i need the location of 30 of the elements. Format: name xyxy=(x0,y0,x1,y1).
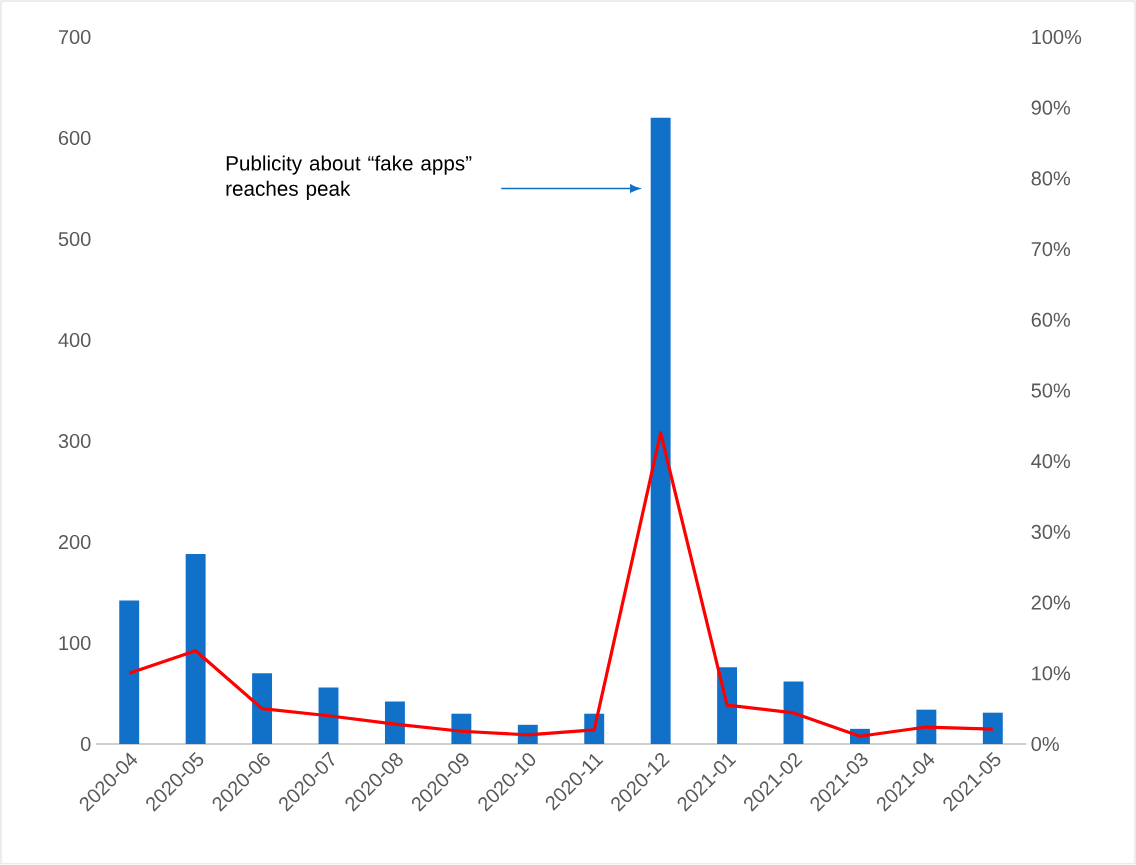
bar xyxy=(252,673,273,744)
y-tick-label: 300 xyxy=(58,433,91,449)
y2-tick-label: 70% xyxy=(1031,242,1071,257)
y2-tick-label: 100% xyxy=(1032,29,1082,45)
y2-tick-label: 80% xyxy=(1031,171,1071,186)
y-tick-label: 400 xyxy=(58,332,91,348)
bar xyxy=(119,600,140,744)
y-tick-label: 500 xyxy=(58,231,91,247)
y2-tick-label: 40% xyxy=(1031,454,1071,469)
y-tick-label: 700 xyxy=(58,29,91,45)
bar xyxy=(384,701,405,744)
bar xyxy=(783,681,804,744)
annotation: Publicity about “fake apps” reaches peak xyxy=(226,155,472,201)
bar xyxy=(185,554,206,744)
y2-tick-label: 50% xyxy=(1031,383,1071,398)
line-series xyxy=(127,431,995,738)
y-tick-label: 100 xyxy=(59,635,91,651)
bar xyxy=(916,709,937,744)
y2-tick-label: 0% xyxy=(1031,736,1059,752)
y2-tick-label: 60% xyxy=(1031,312,1071,327)
bar xyxy=(982,712,1003,744)
y2-tick-label: 10% xyxy=(1032,666,1071,681)
y2-tick-label: 30% xyxy=(1031,524,1071,539)
y2-tick-label: 20% xyxy=(1031,595,1071,610)
bar xyxy=(650,117,671,744)
bar xyxy=(318,687,339,744)
y-tick-label: 200 xyxy=(58,534,91,550)
y2-tick-label: 90% xyxy=(1031,100,1071,115)
y-tick-label: 0 xyxy=(80,736,91,752)
y-tick-label: 600 xyxy=(58,130,91,146)
